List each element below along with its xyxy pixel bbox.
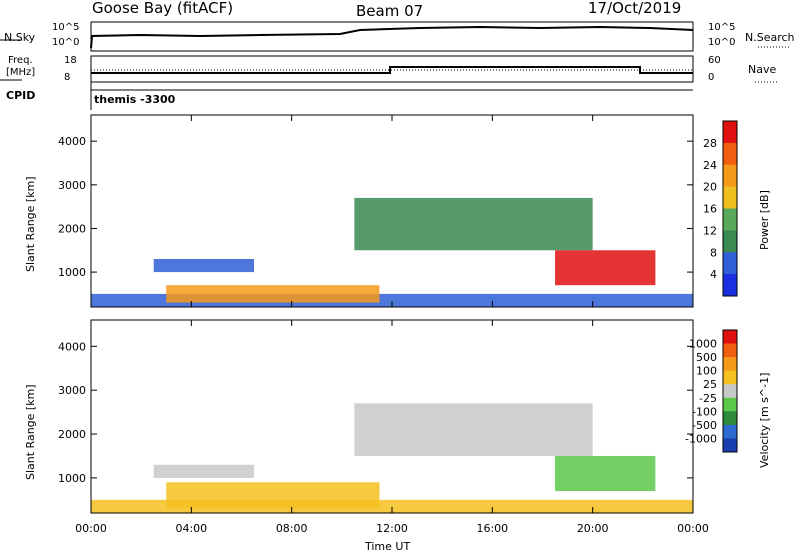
velocity-region-2: [166, 482, 380, 509]
nsearch-tick-low: 10^0: [708, 37, 736, 48]
nsearch-label: N.Search: [745, 31, 795, 44]
velocity-ytick-label-3: 4000: [58, 340, 86, 353]
velocity-colorbar-seg-1: [723, 343, 737, 358]
velocity-colorbar-seg-8: [723, 438, 737, 453]
nave-label: Nave: [748, 63, 777, 76]
station-title: Goose Bay (fitACF): [92, 0, 234, 17]
power-colorbar: 4 8 12 16 20 24 28: [703, 120, 738, 297]
power-colorbar-seg-2: [723, 164, 737, 188]
power-colorbar-seg-0: [723, 121, 737, 144]
xtick-label-3: 12:00: [376, 522, 408, 535]
power-colorbar-seg-1: [723, 142, 737, 166]
freq-panel-frame: [90, 55, 694, 83]
velocity-region-4: [555, 455, 656, 492]
nave-tick-high: 60: [708, 55, 721, 66]
power-colorbar-tick-0: 4: [710, 268, 717, 281]
freq-label: Freq.: [8, 55, 33, 66]
power-colorbar-seg-3: [723, 186, 737, 209]
beam-label: Beam 07: [356, 2, 424, 20]
x-axis-title: Time UT: [365, 540, 411, 553]
power-colorbar-tick-4: 20: [703, 181, 717, 194]
power-colorbar-seg-6: [723, 252, 737, 275]
velocity-colorbar-seg-6: [723, 411, 737, 426]
power-ytick-label-1: 2000: [58, 222, 86, 235]
cpid-label: CPID: [6, 89, 36, 102]
velocity-y-ticks: 1000 2000 3000 4000: [58, 340, 693, 485]
xtick-label-5: 20:00: [577, 522, 609, 535]
xtick-label-0: 00:00: [75, 522, 107, 535]
velocity-colorbar-tick-2: 100: [696, 365, 717, 378]
velocity-colorbar-tick-0: 1000: [689, 338, 717, 351]
velocity-colorbar-seg-4: [723, 384, 737, 399]
nsearch-tick-high: 10^5: [708, 22, 736, 33]
xtick-label-4: 16:00: [476, 522, 508, 535]
velocity-colorbar-tick-6: -500: [692, 419, 717, 432]
nsky-trace: [90, 25, 694, 49]
velocity-colorbar-seg-3: [723, 370, 737, 385]
power-ytick-label-3: 4000: [58, 135, 86, 148]
power-colorbar-seg-7: [723, 274, 737, 297]
velocity-colorbar-seg-2: [723, 357, 737, 372]
velocity-colorbar-tick-7: -1000: [685, 432, 717, 445]
xtick-label-6: 00:00: [677, 522, 709, 535]
velocity-colorbar-seg-7: [723, 424, 737, 439]
velocity-region-3: [354, 403, 593, 456]
nave-tick-low: 0: [708, 72, 715, 83]
velocity-regions: [91, 403, 693, 513]
freq-unit-label: [MHz]: [6, 67, 36, 78]
power-y-ticks: 1000 2000 3000 4000: [58, 135, 693, 279]
power-colorbar-seg-5: [723, 230, 737, 253]
xtick-label-2: 08:00: [276, 522, 308, 535]
power-ytick-label-2: 3000: [58, 179, 86, 192]
power-colorbar-tick-5: 24: [703, 159, 717, 172]
nsky-label: N.Sky: [4, 31, 36, 44]
power-colorbar-seg-4: [723, 208, 737, 231]
power-colorbar-tick-3: 16: [703, 203, 717, 216]
power-region-1: [153, 259, 255, 273]
velocity-ytick-label-2: 3000: [58, 384, 86, 397]
x-ticks: 00:00 04:00 08:00 12:00 16:00 20:00 00:00: [75, 115, 709, 535]
power-region-4: [555, 250, 656, 286]
power-region-2: [166, 285, 380, 303]
cpid-value: themis -3300: [94, 93, 176, 106]
nsky-tick-low: 10^0: [52, 37, 80, 48]
power-ytick-label-0: 1000: [58, 266, 86, 279]
velocity-colorbar-tick-5: -100: [692, 405, 717, 418]
xtick-label-1: 04:00: [175, 522, 207, 535]
power-colorbar-frame: [722, 120, 738, 297]
power-region-3: [354, 197, 593, 251]
freq-tick-high: 18: [64, 55, 77, 66]
power-colorbar-tick-1: 8: [710, 246, 717, 259]
velocity-colorbar-frame: [722, 329, 738, 453]
nsky-tick-high: 10^5: [52, 22, 80, 33]
velocity-ytick-label-0: 1000: [58, 472, 86, 485]
velocity-colorbar-tick-4: -25: [699, 392, 717, 405]
velocity-ytick-label-1: 2000: [58, 428, 86, 441]
velocity-colorbar-tick-3: 25: [703, 378, 717, 391]
power-colorbar-tick-2: 12: [703, 224, 717, 237]
velocity-colorbar-tick-1: 500: [696, 351, 717, 364]
freq-tick-low: 8: [64, 72, 71, 83]
velocity-region-1: [153, 464, 255, 478]
velocity-colorbar-seg-5: [723, 397, 737, 412]
power-colorbar-tick-6: 28: [703, 137, 717, 150]
freq-trace: [91, 66, 693, 74]
velocity-colorbar-seg-0: [723, 330, 737, 345]
date-label: 17/Oct/2019: [588, 0, 682, 17]
power-regions: [91, 197, 693, 307]
